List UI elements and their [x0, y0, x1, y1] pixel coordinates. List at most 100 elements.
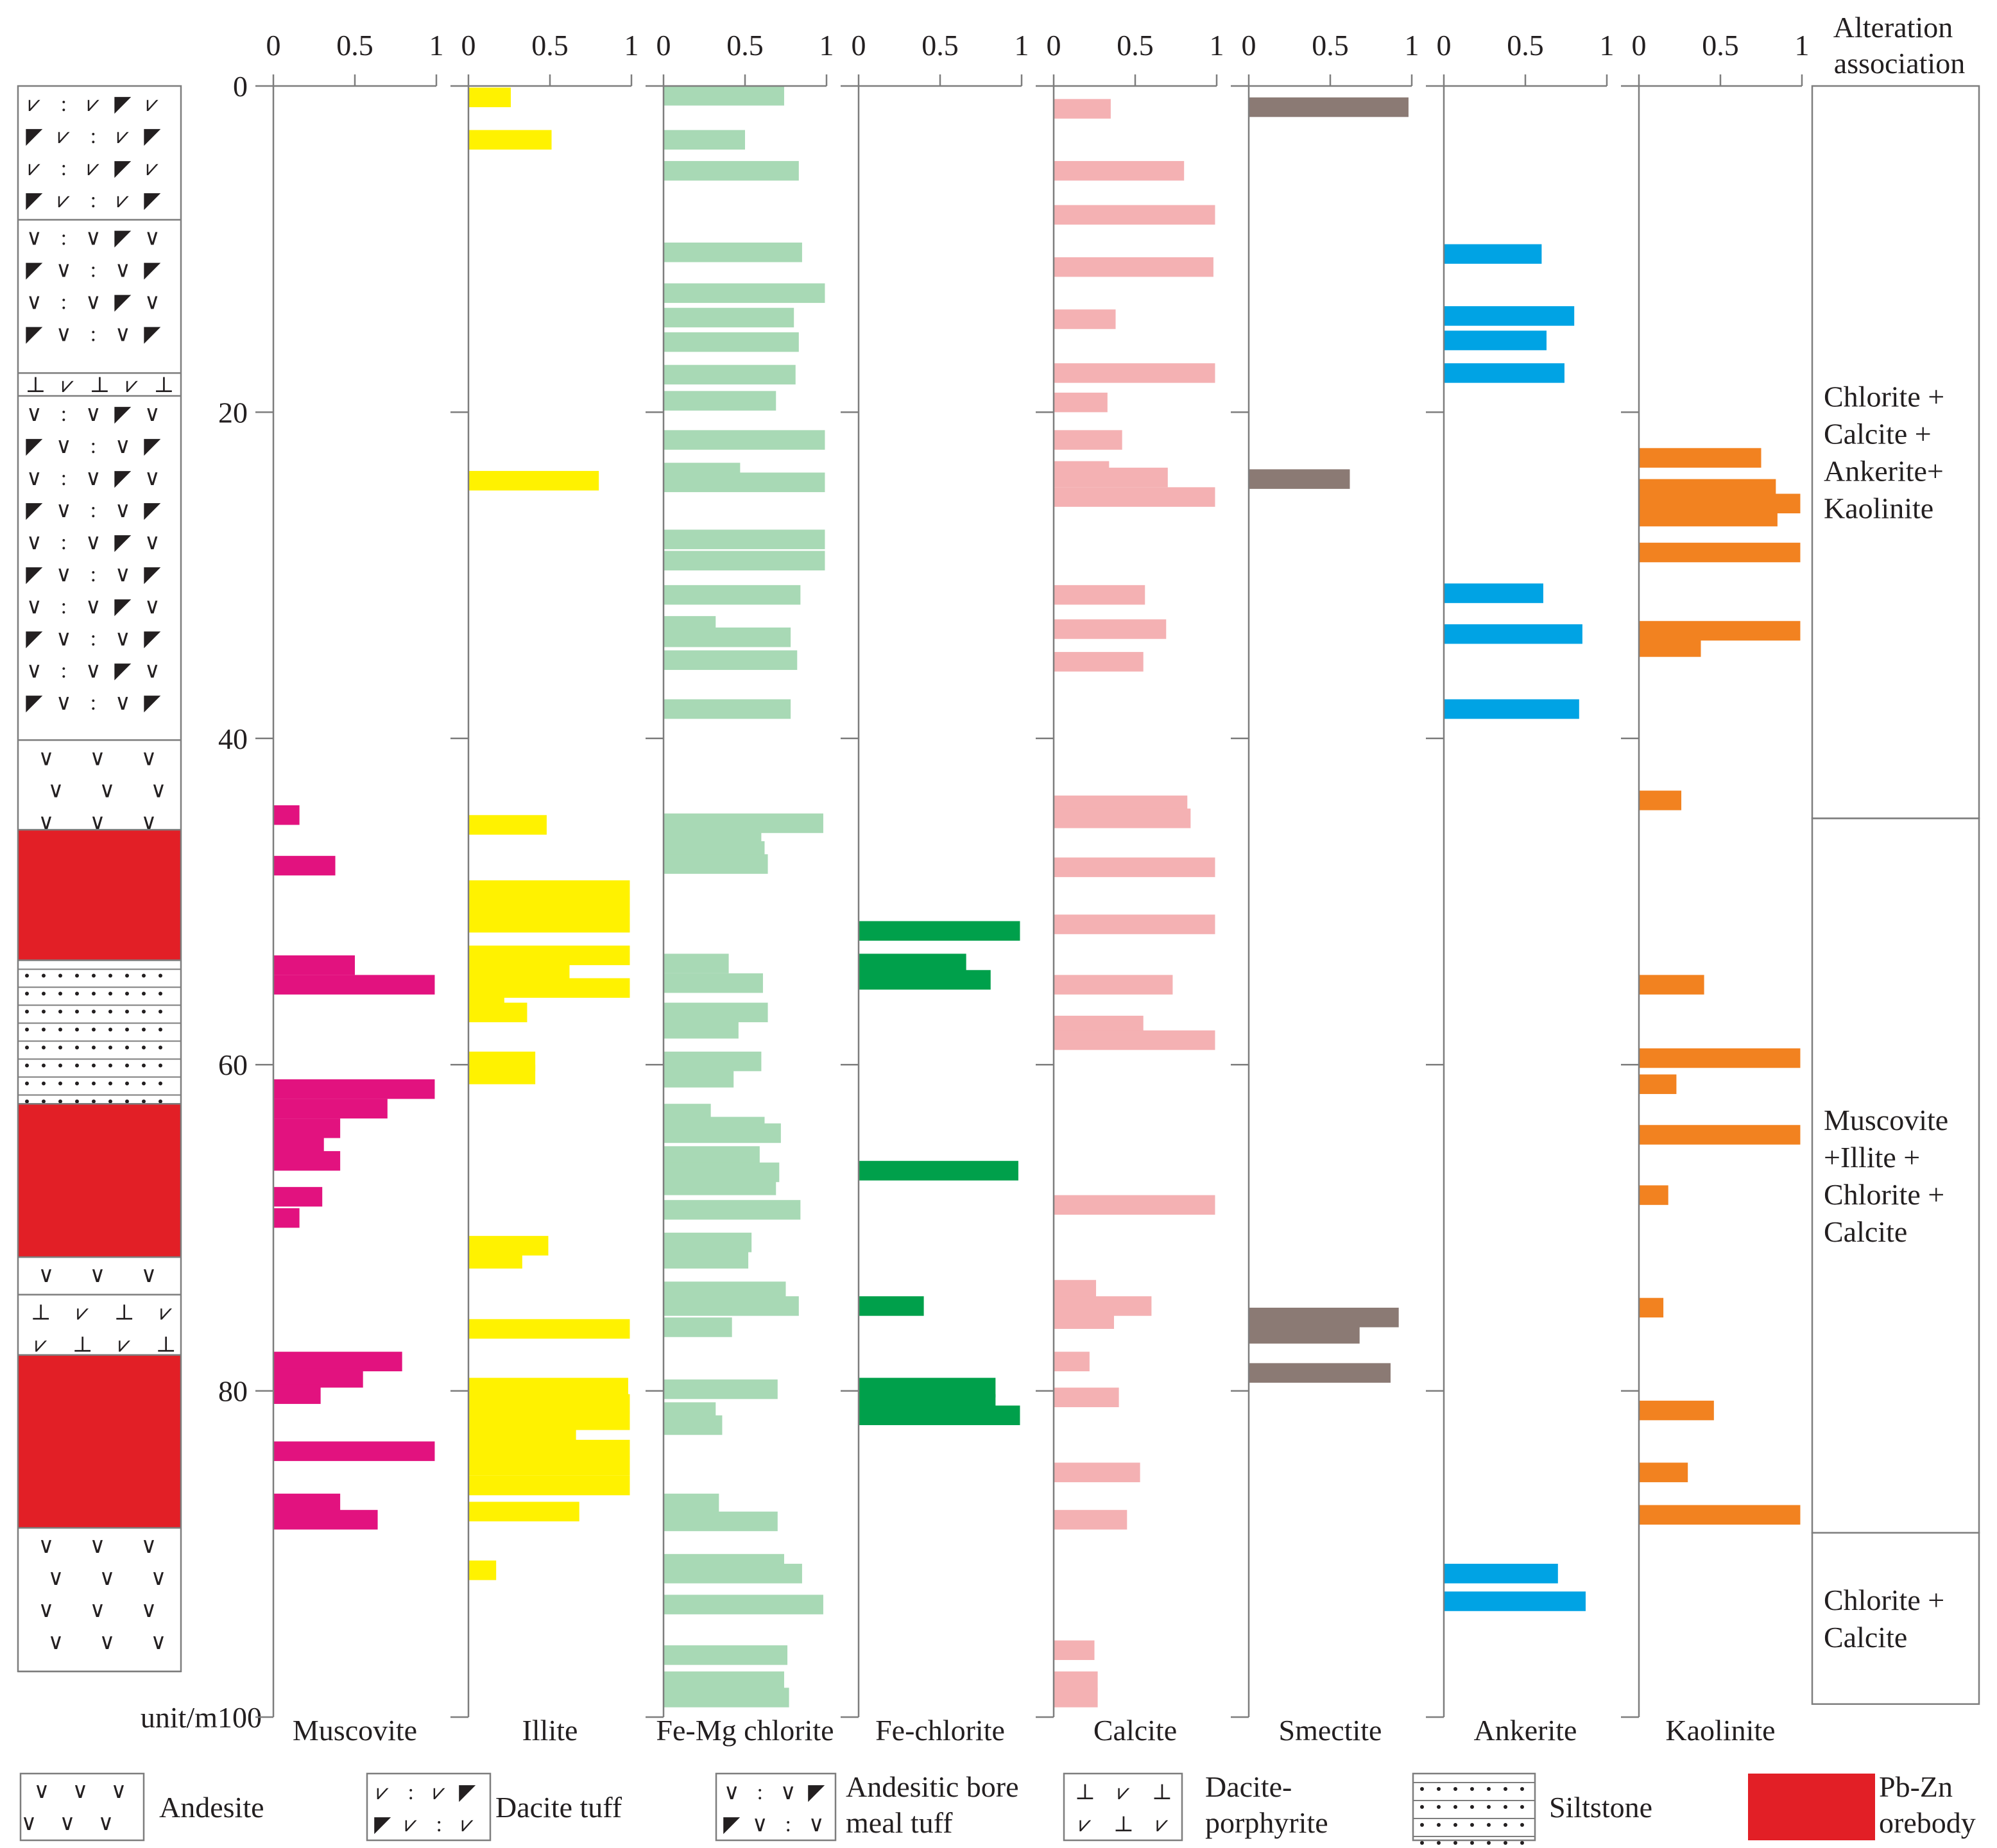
bar-illite [468, 1378, 628, 1398]
pattern-symbol: ⩗ [160, 1301, 172, 1325]
pattern-symbol: ∨ [90, 1263, 106, 1287]
bar-calcite [1054, 309, 1116, 329]
siltstone-dot [1487, 1805, 1491, 1809]
siltstone-dot [92, 1099, 96, 1104]
series-title: Kaolinite [1665, 1714, 1775, 1747]
pattern-symbol: ∨ [151, 1566, 167, 1590]
siltstone-dot [25, 1009, 29, 1014]
pattern-symbol: ∨ [39, 746, 55, 770]
siltstone-dot [1520, 1841, 1524, 1845]
bar-fe-mg-chlorite [664, 650, 798, 671]
bar-kaolinite [1639, 791, 1682, 810]
pattern-symbol: ∨ [90, 746, 106, 770]
pattern-symbol: ◤ [723, 1813, 741, 1836]
pattern-symbol: ∨ [115, 499, 131, 522]
bar-muscovite [273, 1510, 378, 1530]
pattern-symbol: ◤ [26, 563, 43, 586]
bar-calcite [1054, 467, 1168, 488]
series-title: Calcite [1093, 1714, 1177, 1747]
pattern-symbol: ◤ [114, 92, 132, 116]
pattern-symbol: ∨ [141, 1263, 157, 1287]
siltstone-dot [108, 1027, 112, 1032]
pattern-symbol: ◤ [114, 290, 132, 314]
pattern-symbol: ∨ [115, 258, 131, 282]
pattern-symbol: : [61, 659, 67, 683]
pattern-symbol: ◤ [26, 499, 43, 522]
siltstone-dot [75, 1099, 79, 1104]
pattern-symbol: ⩗ [117, 189, 129, 212]
bar-smectite [1249, 1363, 1391, 1383]
siltstone-dot [142, 1081, 146, 1086]
bar-kaolinite [1639, 1074, 1677, 1094]
pattern-symbol: ∨ [21, 1811, 37, 1835]
pattern-symbol: ∨ [56, 258, 72, 282]
siltstone-dot [92, 1063, 96, 1068]
siltstone-dot [1437, 1805, 1441, 1809]
pattern-symbol: ∨ [144, 466, 160, 490]
pattern-symbol: ∨ [56, 434, 72, 458]
legend-label: Dacite- [1205, 1770, 1292, 1803]
pattern-symbol: ◤ [808, 1781, 825, 1804]
series-title: Illite [522, 1714, 578, 1747]
bar-calcite [1054, 99, 1111, 119]
siltstone-dot [159, 1099, 162, 1104]
pattern-symbol: ∨ [39, 1534, 55, 1558]
pattern-symbol: ∨ [26, 531, 42, 554]
pattern-symbol: ∨ [144, 226, 160, 250]
pattern-symbol: ◤ [114, 531, 132, 554]
x-tick-label: 0 [852, 29, 866, 62]
assoc-zone-label: Chlorite + [1824, 381, 1944, 413]
bar-ankerite [1444, 583, 1543, 603]
bar-illite [468, 1502, 579, 1521]
pattern-symbol: ∨ [26, 402, 42, 426]
pattern-symbol: ⩗ [1079, 1813, 1091, 1836]
bar-calcite [1054, 809, 1191, 828]
siltstone-dot [159, 1009, 162, 1014]
pattern-symbol: ∨ [144, 290, 160, 314]
bar-ankerite [1444, 330, 1547, 350]
bar-fe-chlorite [859, 1296, 924, 1316]
pattern-symbol: : [61, 531, 67, 554]
pattern-symbol: ◤ [144, 322, 161, 346]
pattern-symbol: ∨ [151, 778, 167, 802]
lithology-unit-dacite-porphyrite: ⊥ ⩗ ⊥ ⩗ ⊥ [26, 373, 175, 397]
pattern-symbol: ∨ [724, 1781, 740, 1804]
bar-ankerite [1444, 699, 1579, 719]
pattern-symbol: ∨ [90, 1534, 106, 1558]
siltstone-dot [25, 1063, 29, 1068]
x-tick-label: 0 [1242, 29, 1256, 62]
panel-fe-mg-chlorite: 0 0.5 1 Fe-Mg chlorite [646, 29, 834, 1747]
siltstone-dot [1437, 1823, 1441, 1827]
siltstone-dot [25, 1045, 29, 1050]
bar-muscovite [273, 1441, 435, 1461]
pattern-symbol: ∨ [144, 659, 160, 683]
siltstone-dot [58, 1063, 62, 1068]
pattern-symbol: ⩗ [433, 1781, 445, 1804]
bar-calcite [1054, 914, 1215, 934]
siltstone-dot [1504, 1841, 1507, 1845]
assoc-title-line1: Alteration [1833, 11, 1953, 44]
bar-fe-mg-chlorite [664, 1019, 739, 1039]
bar-fe-mg-chlorite [664, 973, 763, 993]
bar-illite [468, 1319, 630, 1339]
lithology-unit-dacite-tuff: ⩗: ⩗ ◤ ⩗ ◤ ⩗: ⩗ ◤ ⩗: ⩗ ◤ ⩗ ◤ ⩗: ⩗ ◤ [26, 92, 161, 212]
siltstone-dot [125, 1009, 129, 1014]
pattern-symbol: ⩗ [58, 189, 70, 212]
bar-fe-mg-chlorite [664, 243, 802, 262]
siltstone-dot [25, 1099, 29, 1104]
pattern-symbol: : [90, 627, 96, 651]
pattern-symbol: ◤ [144, 627, 161, 651]
pattern-symbol: : [61, 157, 67, 180]
bar-fe-mg-chlorite [664, 160, 799, 181]
pattern-symbol: ∨ [85, 402, 101, 426]
lithology-column: ⩗: ⩗ ◤ ⩗ ◤ ⩗: ⩗ ◤ ⩗: ⩗ ◤ ⩗ ◤ ⩗: ⩗ ◤ ∨: ∨ ◤ ∨ ◤ ∨: ∨ ◤ ∨: ∨ ◤ ∨ ◤ ∨: ∨ ◤… [17, 85, 182, 1673]
pattern-symbol: ∨ [99, 1566, 116, 1590]
siltstone-dot [42, 1063, 46, 1068]
bar-calcite [1054, 160, 1185, 181]
bar-muscovite [273, 975, 435, 995]
siltstone-dot [92, 991, 96, 996]
bar-fe-mg-chlorite [664, 130, 745, 150]
lithology-unit-dacite-porphyrite: ⊥ ⩗ ⊥ ⩗ ⩗ ⊥ ⩗ ⊥ [31, 1301, 176, 1357]
bar-fe-mg-chlorite [664, 1511, 778, 1532]
